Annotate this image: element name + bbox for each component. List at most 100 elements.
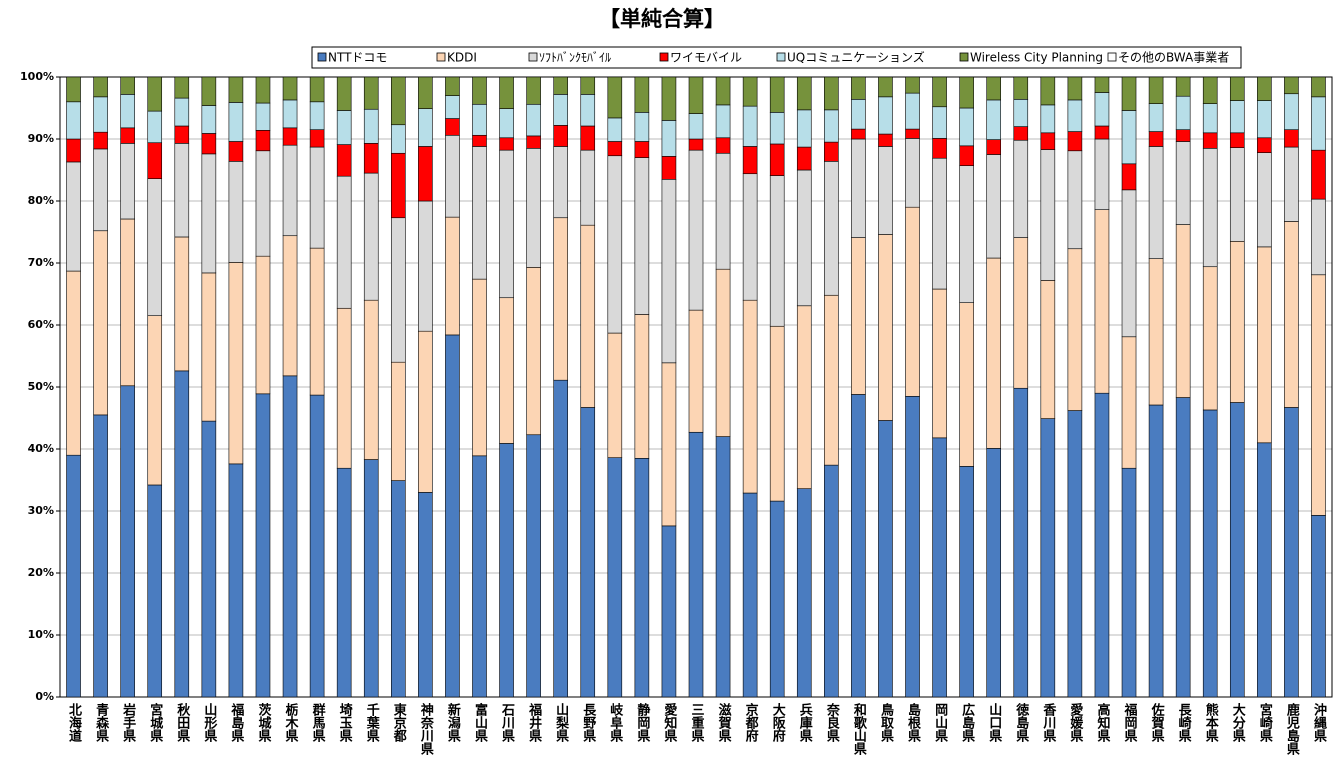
bar-segment — [634, 112, 650, 142]
bar-segment — [634, 314, 650, 459]
y-tick-label: 100% — [20, 70, 54, 83]
bar-segment — [634, 76, 650, 113]
bar-segment — [580, 125, 596, 151]
bar-segment — [661, 362, 677, 527]
bar-segment — [1040, 104, 1056, 134]
x-tick-label: 茨城県 — [255, 702, 271, 743]
bar-segment — [1175, 95, 1191, 131]
bar-segment — [255, 255, 271, 395]
bar-segment — [120, 218, 135, 387]
bar-segment — [418, 330, 433, 493]
x-tick-label: 大阪府 — [770, 702, 786, 743]
x-tick-label: 東京都 — [391, 702, 408, 743]
x-tick-label: 高知県 — [1094, 702, 1110, 743]
bar-segment — [363, 459, 379, 698]
bar-segment — [228, 161, 244, 263]
x-tick-label: 宮崎県 — [1257, 702, 1273, 743]
bar-segment — [66, 101, 81, 140]
x-tick-label: 和歌山県 — [851, 702, 867, 756]
legend-box — [311, 46, 1242, 69]
bar-segment — [1229, 241, 1245, 403]
bar-segment — [336, 76, 352, 111]
legend-swatch — [659, 52, 669, 62]
bar-segment — [1202, 103, 1218, 134]
x-tick-label: 山形県 — [201, 702, 217, 743]
bar-segment — [1094, 209, 1110, 394]
bar-segment — [905, 395, 920, 698]
bar-segment — [66, 161, 81, 272]
bar-segment — [1148, 131, 1164, 147]
bar-segment — [715, 152, 731, 270]
bar-segment — [932, 106, 947, 139]
bar-segment — [715, 104, 731, 139]
bar-segment — [580, 149, 596, 226]
bar-segment — [1257, 246, 1272, 444]
bar-segment — [986, 76, 1002, 101]
bar-segment — [959, 302, 974, 467]
bar-segment — [607, 141, 623, 157]
bar-segment — [336, 110, 352, 145]
bar-segment — [932, 76, 947, 108]
x-tick-label: 秋田県 — [174, 702, 190, 743]
bar-segment — [932, 157, 947, 290]
y-tick-label: 30% — [28, 504, 54, 517]
bar-segment — [1257, 152, 1272, 248]
bar-segment — [147, 315, 163, 486]
bar-segment — [93, 148, 108, 232]
x-tick-label: 群馬県 — [310, 702, 326, 743]
bar-segment — [445, 95, 460, 119]
x-tick-label: 広島県 — [959, 702, 975, 743]
bar-segment — [905, 92, 920, 130]
bar-segment — [986, 448, 1002, 698]
legend-swatch — [528, 52, 538, 62]
bar-segment — [120, 94, 135, 129]
bar-segment — [526, 76, 541, 105]
bar-segment — [120, 127, 135, 144]
bar-segment — [796, 109, 812, 148]
bar-segment — [1148, 103, 1164, 132]
legend-swatch — [959, 52, 969, 62]
bar-segment — [1257, 100, 1272, 139]
x-tick-label: 千葉県 — [364, 702, 381, 743]
bar-segment — [282, 127, 298, 146]
bar-segment — [688, 113, 704, 140]
x-tick-label: 愛知県 — [661, 702, 677, 743]
bar-segment — [66, 454, 81, 698]
bar-segment — [282, 375, 298, 698]
bar-segment — [418, 146, 433, 202]
x-tick-label: 三重県 — [689, 703, 705, 743]
bar-segment — [769, 500, 785, 698]
bar-segment — [1094, 392, 1110, 698]
x-tick-label: 福岡県 — [1122, 702, 1139, 743]
bar-segment — [201, 105, 217, 134]
bar-segment — [851, 128, 866, 140]
x-tick-label: 佐賀県 — [1149, 702, 1166, 743]
bar-segment — [661, 525, 677, 698]
bar-segment — [66, 138, 81, 163]
bar-segment — [201, 153, 217, 274]
bar-segment — [1148, 258, 1164, 406]
bar-segment — [553, 379, 568, 698]
bar-segment — [715, 137, 731, 154]
bar-segment — [309, 394, 325, 698]
bar-segment — [769, 325, 785, 502]
bar-segment — [905, 76, 920, 94]
bar-segment — [1229, 132, 1245, 148]
bar-segment — [390, 217, 406, 363]
bar-segment — [661, 156, 677, 180]
bar-segment — [390, 361, 406, 481]
bar-segment — [553, 94, 568, 126]
bar-segment — [1257, 137, 1272, 153]
bar-segment — [147, 142, 163, 179]
bar-segment — [553, 146, 568, 219]
bar-segment — [715, 76, 731, 106]
y-tick-label: 90% — [28, 132, 54, 145]
bar-segment — [1284, 93, 1299, 130]
bar-segment — [1284, 146, 1299, 222]
bar-segment — [824, 464, 839, 698]
bar-segment — [445, 76, 460, 96]
bar-segment — [1229, 147, 1245, 242]
legend-label: ワイモバイル — [670, 51, 742, 65]
bar-segment — [499, 297, 514, 444]
bar-segment — [553, 125, 568, 147]
